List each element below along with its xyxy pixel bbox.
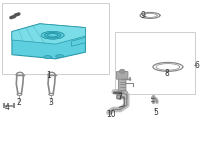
Text: 4: 4: [5, 103, 10, 112]
Ellipse shape: [44, 56, 52, 59]
Text: 7: 7: [118, 93, 123, 102]
Text: 10: 10: [106, 110, 116, 119]
Polygon shape: [72, 37, 85, 46]
Polygon shape: [12, 24, 85, 59]
Ellipse shape: [47, 34, 58, 37]
Ellipse shape: [56, 55, 64, 58]
FancyBboxPatch shape: [116, 71, 128, 79]
Ellipse shape: [44, 32, 61, 38]
Text: 6: 6: [195, 61, 200, 70]
Circle shape: [119, 69, 125, 73]
Ellipse shape: [41, 31, 64, 39]
Text: 2: 2: [16, 98, 21, 107]
FancyBboxPatch shape: [117, 91, 127, 99]
Text: 9: 9: [140, 11, 145, 20]
Polygon shape: [12, 24, 85, 44]
Text: 5: 5: [153, 108, 158, 117]
Text: 1: 1: [46, 71, 51, 81]
Text: 8: 8: [164, 69, 169, 78]
FancyBboxPatch shape: [118, 77, 126, 92]
Text: 3: 3: [48, 98, 53, 107]
FancyBboxPatch shape: [117, 95, 121, 99]
